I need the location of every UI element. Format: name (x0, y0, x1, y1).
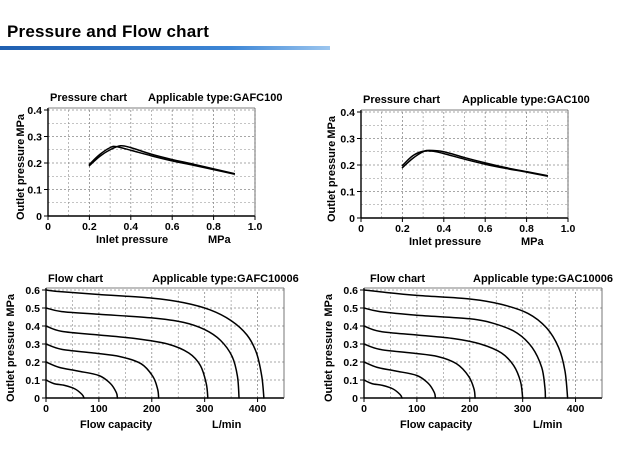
y-axis-unit: MPa (326, 115, 338, 139)
y-axis-label: Outlet pressure (326, 141, 338, 222)
y-tick-label: 0 (36, 211, 42, 223)
y-tick-label: 0.3 (25, 339, 40, 351)
y-tick-label: 0.6 (25, 285, 40, 297)
x-tick-label: 1.0 (248, 221, 263, 233)
x-tick-label: 0.6 (165, 221, 180, 233)
x-tick-label: 200 (461, 403, 479, 415)
y-tick-label: 0.3 (340, 134, 355, 146)
y-tick-label: 0.4 (343, 321, 358, 333)
x-tick-label: 1.0 (561, 223, 576, 235)
y-tick-label: 0.2 (25, 357, 40, 369)
chart-subtitle: Applicable type:GAC10006 (473, 273, 613, 285)
chart-pressure-gac100: 0 0.1 0.2 0.3 0.4 0 0.2 0.4 0.6 0.8 1.0 Pressure ch… (326, 94, 590, 248)
y-tick-label: 0.2 (343, 357, 358, 369)
x-tick-label: 0 (361, 403, 367, 415)
series-curve-2 (45, 307, 240, 399)
y-tick-label: 0.1 (340, 187, 355, 199)
series-curve-3 (363, 325, 524, 399)
series-curve-1 (88, 144, 236, 175)
x-axis-label: Inlet pressure (96, 234, 168, 246)
y-tick-label: 0.5 (343, 303, 358, 315)
page-header: Pressure and Flow chart (0, 0, 630, 56)
y-axis-unit: MPa (15, 113, 27, 137)
chart-subtitle: Applicable type:GAC100 (462, 94, 590, 106)
x-tick-label: 400 (567, 403, 585, 415)
x-axis-unit: L/min (533, 419, 563, 431)
x-axis-unit: L/min (212, 419, 242, 431)
y-tick-label: 0.1 (343, 375, 358, 387)
x-tick-label: 200 (143, 403, 161, 415)
series-curve-3 (45, 325, 209, 399)
x-axis-unit: MPa (521, 236, 545, 248)
series-curve-2 (401, 150, 549, 177)
x-tick-label: 0.2 (82, 221, 97, 233)
x-tick-label: 0.4 (436, 223, 451, 235)
y-tick-label: 0.4 (27, 105, 42, 117)
series-curve-6 (363, 379, 403, 399)
series-curve-6 (45, 379, 85, 399)
x-tick-label: 0.8 (206, 221, 221, 233)
x-axis-label: Inlet pressure (409, 236, 481, 248)
y-tick-label: 0.2 (340, 160, 355, 172)
y-tick-label: 0.1 (25, 375, 40, 387)
title-underline (0, 46, 330, 50)
x-tick-label: 100 (408, 403, 426, 415)
y-axis-unit: MPa (5, 293, 17, 317)
chart-pressure-gafc100: 0 0.1 0.2 0.3 0.4 0 0.2 0.4 0.6 0.8 1.0 Pressure ch… (15, 92, 282, 246)
y-tick-label: 0.4 (25, 321, 40, 333)
x-axis-label: Flow capacity (80, 419, 153, 431)
page-title: Pressure and Flow chart (7, 22, 210, 41)
x-axis-unit: MPa (208, 234, 232, 246)
y-tick-label: 0 (34, 393, 40, 405)
x-tick-label: 0.4 (123, 221, 138, 233)
chart-flow-gac10006: 0 0.1 0.2 0.3 0.4 0.5 0.6 0 100 200 300 400 Flow cha… (323, 273, 613, 431)
series-curve-1 (45, 289, 265, 399)
series-curve-4 (363, 343, 476, 399)
series-curve-1 (363, 289, 569, 399)
series-curve-2 (88, 145, 236, 175)
series-curve-2 (363, 307, 547, 399)
y-tick-label: 0.2 (27, 158, 42, 170)
chart-subtitle: Applicable type:GAFC10006 (152, 273, 299, 285)
x-tick-label: 0 (45, 221, 51, 233)
y-tick-label: 0.1 (27, 185, 42, 197)
x-tick-label: 0 (43, 403, 49, 415)
series-curve-5 (363, 361, 437, 399)
chart-title: Flow chart (370, 273, 425, 285)
y-tick-label: 0.4 (340, 107, 355, 119)
x-tick-label: 300 (514, 403, 532, 415)
chart-title: Pressure chart (50, 92, 127, 104)
x-axis-label: Flow capacity (400, 419, 473, 431)
y-tick-label: 0 (349, 213, 355, 225)
chart-flow-gafc10006: 0 0.1 0.2 0.3 0.4 0.5 0.6 0 100 200 300 400 Flow cha… (5, 273, 299, 431)
chart-subtitle: Applicable type:GAFC100 (148, 92, 282, 104)
x-tick-label: 400 (249, 403, 267, 415)
series-curve-5 (45, 361, 119, 399)
x-tick-label: 100 (90, 403, 108, 415)
x-tick-label: 0 (358, 223, 364, 235)
chart-title: Pressure chart (363, 94, 440, 106)
x-tick-label: 0.6 (478, 223, 493, 235)
x-tick-label: 0.8 (519, 223, 534, 235)
y-tick-label: 0.6 (343, 285, 358, 297)
y-axis-label: Outlet pressure (323, 321, 335, 402)
y-tick-label: 0.5 (25, 303, 40, 315)
y-axis-unit: MPa (323, 293, 335, 317)
chart-title: Flow chart (48, 273, 103, 285)
y-tick-label: 0.3 (343, 339, 358, 351)
y-tick-label: 0.3 (27, 132, 42, 144)
x-tick-label: 300 (196, 403, 214, 415)
y-axis-label: Outlet pressure (5, 321, 17, 402)
series-curve-4 (45, 343, 160, 399)
y-axis-label: Outlet pressure (15, 139, 27, 220)
x-tick-label: 0.2 (395, 223, 410, 235)
y-tick-label: 0 (352, 393, 358, 405)
